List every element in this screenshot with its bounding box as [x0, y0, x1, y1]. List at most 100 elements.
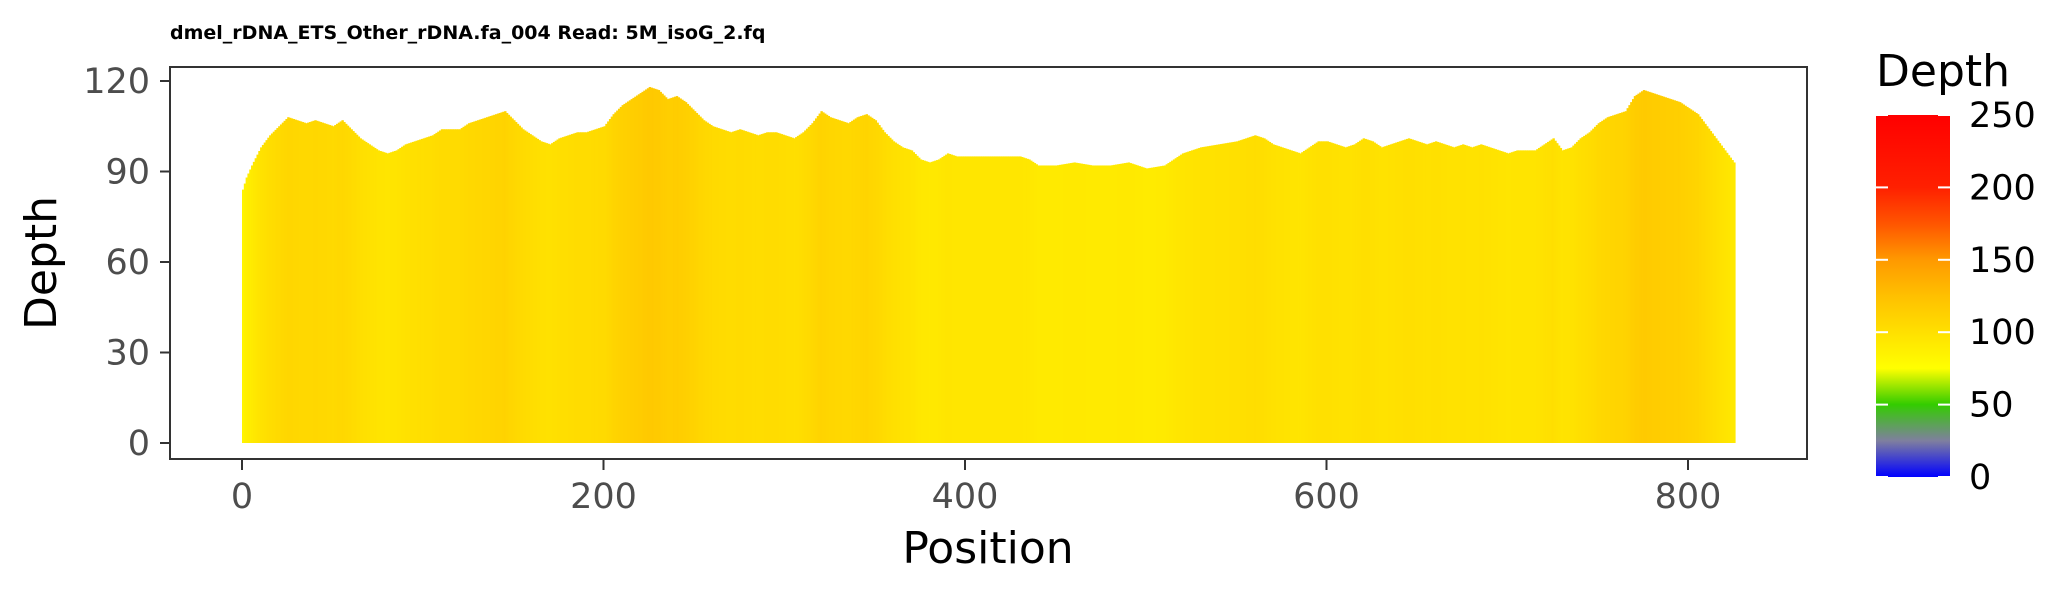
depth-bar — [538, 140, 541, 443]
depth-bar — [1483, 145, 1487, 443]
depth-bar — [903, 147, 906, 443]
depth-bar — [1498, 150, 1501, 443]
depth-bar — [608, 119, 612, 443]
depth-bar — [1462, 144, 1465, 443]
depth-bar — [816, 115, 820, 444]
depth-bar — [1203, 146, 1206, 443]
depth-bar — [661, 93, 664, 444]
depth-bar — [645, 89, 648, 443]
depth-bar — [1380, 147, 1384, 443]
depth-bar — [1024, 158, 1028, 444]
depth-bar — [491, 115, 494, 443]
depth-bar — [1624, 111, 1628, 444]
depth-bar — [1212, 145, 1216, 443]
depth-bar — [1053, 165, 1056, 443]
depth-bar — [261, 144, 265, 443]
legend-tick-label: 250 — [1969, 96, 2036, 136]
depth-bar — [1026, 158, 1029, 443]
depth-bar — [1512, 151, 1516, 443]
depth-bar — [287, 117, 290, 443]
depth-bar — [1496, 149, 1499, 443]
depth-bar — [863, 114, 867, 443]
legend-tick-label: 150 — [1969, 241, 2036, 281]
depth-bar — [279, 124, 283, 443]
y-tick-label: 0 — [128, 424, 150, 464]
depth-bar — [657, 90, 661, 444]
depth-bar — [1476, 145, 1479, 443]
depth-bar — [251, 165, 254, 443]
depth-bar — [800, 133, 803, 444]
depth-bar — [1019, 156, 1022, 444]
depth-bar — [308, 122, 312, 443]
depth-bar — [1689, 109, 1693, 444]
depth-bar — [945, 154, 948, 444]
depth-bar — [1485, 146, 1488, 443]
y-tick-label: 30 — [105, 334, 150, 374]
depth-bar — [762, 133, 765, 444]
depth-bar — [683, 100, 686, 443]
depth-bar — [1086, 164, 1089, 443]
depth-bar — [1669, 99, 1673, 443]
depth-bar — [1084, 164, 1087, 443]
depth-bar — [1568, 147, 1572, 443]
depth-bar — [1621, 112, 1624, 444]
depth-bar — [1545, 143, 1548, 443]
depth-bar — [1187, 151, 1190, 443]
depth-bar — [1559, 147, 1563, 443]
depth-bar — [659, 91, 662, 444]
depth-bar — [1236, 141, 1239, 443]
depth-bar — [1371, 141, 1375, 443]
depth-bar — [811, 123, 814, 443]
depth-bar — [1315, 142, 1319, 444]
depth-bar — [1293, 151, 1297, 443]
depth-bar — [802, 132, 805, 443]
depth-bar — [1425, 144, 1429, 443]
depth-bar — [254, 158, 258, 444]
depth-bar — [263, 142, 267, 444]
depth-bar — [880, 127, 883, 444]
depth-bar — [310, 121, 314, 444]
legend-tick-label: 0 — [1969, 458, 1991, 498]
depth-bar — [1518, 150, 1521, 443]
depth-bar — [713, 126, 717, 443]
depth-bar — [1185, 152, 1188, 443]
depth-bar — [901, 147, 905, 443]
depth-bar — [719, 128, 722, 443]
depth-bar — [1306, 148, 1310, 443]
depth-bar — [578, 132, 581, 443]
depth-bar — [1622, 111, 1626, 444]
depth-bar — [1162, 165, 1165, 443]
depth-bar — [1413, 140, 1416, 443]
depth-bar — [589, 131, 592, 443]
depth-bar — [583, 132, 587, 443]
depth-bar — [822, 112, 825, 444]
depth-bar — [616, 110, 619, 443]
depth-bar — [986, 156, 990, 444]
depth-bar — [1010, 156, 1013, 444]
depth-bar — [1519, 150, 1523, 443]
depth-bar — [424, 137, 427, 443]
legend-tick-label: 100 — [1969, 313, 2036, 353]
depth-bar — [746, 131, 749, 443]
depth-bar — [1095, 165, 1098, 443]
depth-bar — [701, 118, 704, 443]
depth-bar — [943, 155, 946, 443]
depth-bar — [1001, 156, 1004, 444]
depth-bar — [587, 131, 590, 443]
depth-bar — [905, 148, 908, 443]
depth-bar — [453, 129, 456, 443]
depth-bar — [495, 114, 498, 444]
depth-bar — [825, 114, 829, 443]
depth-bar — [860, 115, 863, 444]
depth-bar — [592, 129, 596, 443]
depth-bar — [469, 122, 473, 443]
depth-bar — [744, 131, 747, 443]
depth-bar — [354, 132, 357, 443]
depth-bar — [1160, 166, 1163, 443]
depth-bar — [1194, 149, 1197, 443]
depth-bar — [476, 120, 480, 443]
depth-bar — [1697, 114, 1700, 444]
depth-bar — [1125, 162, 1129, 443]
depth-bar — [1503, 152, 1507, 443]
depth-bar — [1326, 141, 1329, 443]
